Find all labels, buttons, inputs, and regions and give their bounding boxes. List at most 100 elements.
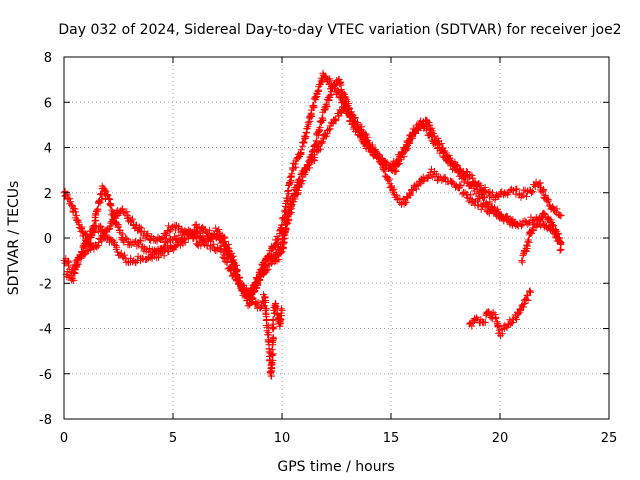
data-point-late-segment [519, 251, 527, 259]
data-point-track-a [463, 194, 471, 202]
data-point-track-b [230, 259, 238, 267]
data-point-dip-segment [269, 333, 277, 341]
data-point-track-a [128, 215, 136, 223]
data-point-track-c [486, 198, 494, 206]
data-point-track-c [78, 249, 86, 257]
data-point-track-c [264, 260, 272, 268]
data-point-track-b [468, 171, 476, 179]
y-tick-label: 6 [44, 96, 52, 111]
x-tick-label: 5 [169, 431, 177, 446]
data-point-track-b [327, 88, 335, 96]
data-point-track-b [513, 185, 521, 193]
data-point-rise-segment [466, 319, 474, 327]
data-point-rise-segment [493, 318, 501, 326]
data-point-track-a [215, 225, 223, 233]
data-point-track-a [297, 146, 305, 154]
data-point-track-b [136, 236, 144, 244]
data-point-track-b [123, 235, 131, 243]
data-point-track-b [67, 198, 75, 206]
data-point-track-c [248, 285, 256, 293]
data-point-track-b [553, 205, 561, 213]
data-point-track-c [86, 233, 94, 241]
data-point-dip-segment [269, 357, 277, 365]
data-point-late-segment [557, 240, 565, 248]
data-point-late-segment [557, 245, 565, 253]
data-point-track-b [78, 225, 86, 233]
data-point-track-c [287, 201, 295, 209]
data-point-rise-segment [513, 315, 521, 323]
data-point-track-c [286, 209, 294, 217]
data-point-track-c [161, 246, 169, 254]
data-point-dip-segment [261, 298, 269, 306]
data-point-late-segment [549, 222, 557, 230]
data-point-track-b [331, 81, 339, 89]
data-point-track-c [223, 258, 231, 266]
data-point-dip-segment [256, 304, 264, 312]
data-point-track-b [557, 211, 565, 219]
data-point-track-b [209, 235, 217, 243]
data-point-track-c [413, 125, 421, 133]
data-point-rise-segment [519, 303, 527, 311]
data-point-track-b [535, 180, 543, 188]
data-point-track-c [507, 216, 515, 224]
data-point-track-a [291, 160, 299, 168]
data-point-rise-segment [526, 287, 534, 295]
data-point-track-b [87, 240, 95, 248]
data-point-track-c [482, 199, 490, 207]
data-point-track-b [137, 237, 145, 245]
data-point-track-b [539, 185, 547, 193]
data-point-track-c [434, 140, 442, 148]
data-point-track-c [275, 250, 283, 258]
data-point-track-b [202, 228, 210, 236]
data-point-track-c [375, 152, 383, 160]
data-point-late-segment [552, 230, 560, 238]
data-point-track-a [300, 138, 308, 146]
y-tick-label: 4 [44, 142, 52, 157]
data-point-track-b [323, 102, 331, 110]
data-point-track-c [391, 168, 399, 176]
data-point-track-a [396, 194, 404, 202]
data-point-track-c [316, 145, 324, 153]
data-point-track-b [316, 123, 324, 131]
data-point-track-b [85, 242, 93, 250]
data-point-track-a [310, 102, 318, 110]
data-point-track-a [457, 182, 465, 190]
data-point-track-b [545, 196, 553, 204]
data-point-track-b [319, 116, 327, 124]
data-point-track-c [311, 154, 319, 162]
data-point-track-c [335, 112, 343, 120]
y-tick-label: -4 [39, 323, 52, 338]
data-point-late-segment [540, 209, 548, 217]
data-point-rise-segment [521, 296, 529, 304]
data-point-track-a [380, 166, 388, 174]
data-point-dip-segment [268, 346, 276, 354]
data-point-track-a [212, 224, 220, 232]
data-point-track-a [525, 219, 533, 227]
data-point-track-a [469, 197, 477, 205]
x-tick-label: 20 [492, 431, 509, 446]
data-point-track-c [411, 130, 419, 138]
y-tick-label: -6 [39, 368, 52, 383]
data-point-track-c [299, 171, 307, 179]
data-point-late-segment [554, 233, 562, 241]
data-point-dip-segment [276, 315, 284, 323]
data-point-late-segment [524, 238, 532, 246]
data-point-track-b [71, 208, 79, 216]
data-point-track-b [453, 161, 461, 169]
data-point-track-c [406, 139, 414, 147]
data-point-track-b [217, 233, 225, 241]
data-point-track-c [113, 243, 121, 251]
data-point-track-b [116, 226, 124, 234]
data-point-track-a [326, 77, 334, 85]
data-point-track-a [288, 170, 296, 178]
data-point-track-a [305, 120, 313, 128]
data-point-track-a [144, 230, 152, 238]
data-point-track-c [481, 194, 489, 202]
data-point-dip-segment [261, 302, 269, 310]
data-point-track-c [500, 217, 508, 225]
data-point-track-a [440, 173, 448, 181]
data-point-track-c [70, 277, 78, 285]
data-point-late-segment [529, 226, 537, 234]
data-point-track-c [207, 242, 215, 250]
data-point-track-c [368, 141, 376, 149]
